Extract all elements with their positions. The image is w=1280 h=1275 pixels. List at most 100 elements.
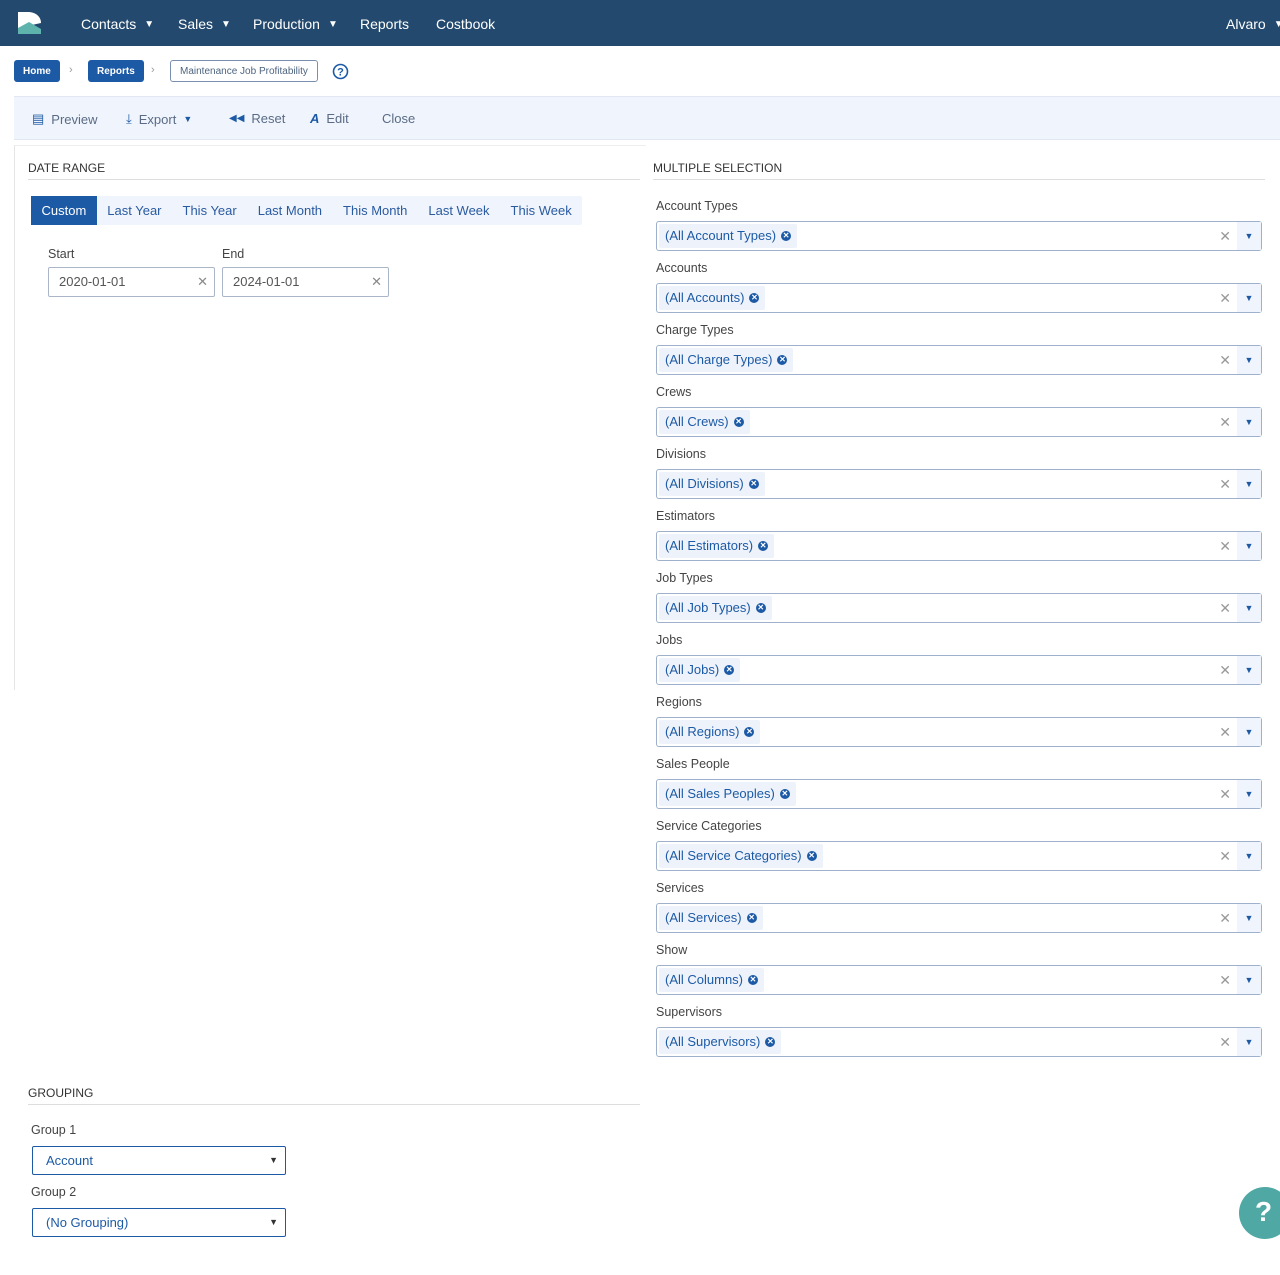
chevron-down-icon[interactable]: ▼ [1237,904,1261,932]
multiple-selection-title: MULTIPLE SELECTION [653,161,1265,180]
nav-costbook[interactable]: Costbook [436,16,495,32]
clear-icon[interactable]: ✕ [1219,600,1231,616]
selected-chip: (All Charge Types) ✕ [659,348,794,372]
remove-chip-icon[interactable]: ✕ [806,851,817,861]
remove-chip-icon[interactable]: ✕ [746,913,757,923]
close-button[interactable]: Close [382,111,415,126]
chevron-down-icon[interactable]: ▼ [1237,1028,1261,1056]
multi-select-supervisors[interactable]: (All Supervisors) ✕ ✕ ▼ [656,1027,1262,1057]
nav-label: Costbook [436,16,496,32]
user-name: Alvaro [1226,16,1266,32]
breadcrumb-reports[interactable]: Reports [88,60,144,82]
chevron-down-icon[interactable]: ▼ [1237,594,1261,622]
remove-chip-icon[interactable]: ✕ [748,975,759,985]
remove-chip-icon[interactable]: ✕ [758,541,769,551]
remove-chip-icon[interactable]: ✕ [748,479,759,489]
chevron-down-icon[interactable]: ▼ [1237,656,1261,684]
help-circle-icon[interactable]: ? [332,63,349,80]
remove-chip-icon[interactable]: ✕ [765,1037,776,1047]
edit-button[interactable]: A Edit [310,111,349,126]
remove-chip-icon[interactable]: ✕ [744,727,755,737]
tab-last-month[interactable]: Last Month [257,203,323,218]
clear-icon[interactable]: ✕ [1219,290,1231,306]
help-chat-button[interactable]: ? [1239,1187,1280,1239]
multi-select-service-categories[interactable]: (All Service Categories) ✕ ✕ ▼ [656,841,1262,871]
chevron-down-icon[interactable]: ▼ [1237,780,1261,808]
remove-chip-icon[interactable]: ✕ [733,417,744,427]
multi-select-sales-people[interactable]: (All Sales Peoples) ✕ ✕ ▼ [656,779,1262,809]
group1-select[interactable]: Account ▼ [32,1146,286,1175]
remove-chip-icon[interactable]: ✕ [755,603,766,613]
chevron-down-icon: ▼ [269,1155,278,1165]
nav-production[interactable]: Production ▼ [253,16,338,32]
clear-icon[interactable]: ✕ [1219,476,1231,492]
chevron-down-icon[interactable]: ▼ [1237,346,1261,374]
end-label: End [222,247,245,261]
chevron-down-icon[interactable]: ▼ [1237,470,1261,498]
remove-chip-icon[interactable]: ✕ [779,789,790,799]
logo-icon[interactable] [16,12,42,34]
chevron-down-icon[interactable]: ▼ [1237,408,1261,436]
clear-icon[interactable]: ✕ [197,274,208,289]
clear-icon[interactable]: ✕ [1219,786,1231,802]
clear-icon[interactable]: ✕ [1219,662,1231,678]
tab-this-month[interactable]: This Month [343,203,408,218]
multi-select-show[interactable]: (All Columns) ✕ ✕ ▼ [656,965,1262,995]
export-button[interactable]: ⤓ Export ▼ [126,111,192,127]
tab-this-week[interactable]: This Week [510,203,572,218]
user-menu[interactable]: Alvaro ▼ [1226,16,1280,32]
nav-sales[interactable]: Sales ▼ [178,16,231,32]
clear-icon[interactable]: ✕ [1219,228,1231,244]
clear-icon[interactable]: ✕ [1219,724,1231,740]
multi-select-charge-types[interactable]: (All Charge Types) ✕ ✕ ▼ [656,345,1262,375]
clear-icon[interactable]: ✕ [1219,972,1231,988]
remove-chip-icon[interactable]: ✕ [724,665,735,675]
chevron-down-icon[interactable]: ▼ [1237,966,1261,994]
multi-select-crews[interactable]: (All Crews) ✕ ✕ ▼ [656,407,1262,437]
field-label: Jobs [656,633,683,647]
chevron-down-icon[interactable]: ▼ [1237,842,1261,870]
chevron-down-icon[interactable]: ▼ [1237,284,1261,312]
clear-icon[interactable]: ✕ [1219,910,1231,926]
multi-select-divisions[interactable]: (All Divisions) ✕ ✕ ▼ [656,469,1262,499]
breadcrumb-home[interactable]: Home [14,60,60,82]
remove-chip-icon[interactable]: ✕ [777,355,788,365]
preview-button[interactable]: ▤ Preview [32,111,98,127]
field-label: Accounts [656,261,708,275]
tab-last-year[interactable]: Last Year [107,203,162,218]
multi-select-account-types[interactable]: (All Account Types) ✕ ✕ ▼ [656,221,1262,251]
tab-this-year[interactable]: This Year [182,203,237,218]
clear-icon[interactable]: ✕ [371,274,382,289]
chevron-down-icon: ▼ [269,1217,278,1227]
chevron-down-icon[interactable]: ▼ [1237,532,1261,560]
clear-icon[interactable]: ✕ [1219,538,1231,554]
multi-select-estimators[interactable]: (All Estimators) ✕ ✕ ▼ [656,531,1262,561]
group2-select[interactable]: (No Grouping) ▼ [32,1208,286,1237]
chevron-down-icon: ▼ [1273,18,1280,30]
tab-custom[interactable]: Custom [31,196,97,225]
nav-contacts[interactable]: Contacts ▼ [81,16,154,32]
nav-reports[interactable]: Reports [360,16,409,32]
multi-select-jobs[interactable]: (All Jobs) ✕ ✕ ▼ [656,655,1262,685]
chip-label: (All Crews) [665,414,729,429]
chevron-down-icon[interactable]: ▼ [1237,222,1261,250]
chevron-down-icon[interactable]: ▼ [1237,718,1261,746]
clear-icon[interactable]: ✕ [1219,414,1231,430]
multi-select-services[interactable]: (All Services) ✕ ✕ ▼ [656,903,1262,933]
reset-button[interactable]: ◀◀ Reset [229,111,285,126]
group1-value: Account [46,1153,93,1168]
start-date-input[interactable]: 2020-01-01 ✕ [48,267,215,297]
tab-last-week[interactable]: Last Week [428,203,490,218]
clear-icon[interactable]: ✕ [1219,848,1231,864]
clear-icon[interactable]: ✕ [1219,352,1231,368]
clear-icon[interactable]: ✕ [1219,1034,1231,1050]
field-label: Regions [656,695,702,709]
multi-select-regions[interactable]: (All Regions) ✕ ✕ ▼ [656,717,1262,747]
multi-select-job-types[interactable]: (All Job Types) ✕ ✕ ▼ [656,593,1262,623]
nav-label: Production [253,16,320,32]
nav-label: Contacts [81,16,137,32]
remove-chip-icon[interactable]: ✕ [749,293,760,303]
end-date-input[interactable]: 2024-01-01 ✕ [222,267,389,297]
multi-select-accounts[interactable]: (All Accounts) ✕ ✕ ▼ [656,283,1262,313]
remove-chip-icon[interactable]: ✕ [781,231,792,241]
